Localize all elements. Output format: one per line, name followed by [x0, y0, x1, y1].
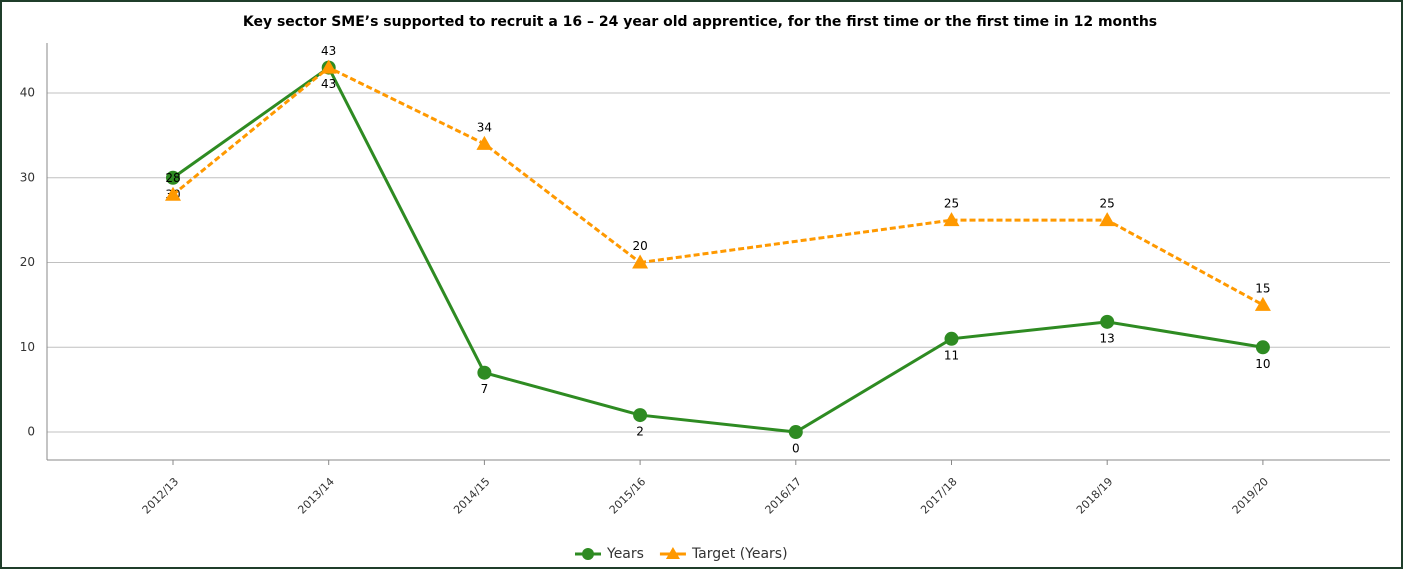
legend-marker: [582, 548, 594, 560]
marker: [1255, 340, 1270, 355]
marker: [1099, 212, 1116, 227]
marker: [320, 59, 337, 74]
data-label: 34: [477, 120, 492, 134]
marker: [633, 408, 648, 423]
legend-label: Target (Years): [691, 546, 788, 562]
data-label: 11: [944, 348, 959, 362]
gap-bridge: [639, 218, 952, 265]
data-label: 2: [636, 425, 644, 439]
data-label: 20: [632, 239, 647, 253]
marker: [1100, 314, 1115, 329]
data-label: 25: [944, 197, 959, 211]
data-label: 0: [792, 442, 800, 456]
marker: [632, 254, 649, 269]
y-tick-label: 20: [20, 255, 35, 269]
y-tick-label: 0: [27, 425, 35, 439]
chart-title: Key sector SME’s supported to recruit a …: [243, 14, 1157, 30]
marker: [944, 331, 959, 346]
marker: [1254, 296, 1271, 311]
marker: [166, 170, 180, 185]
y-tick-label: 10: [20, 340, 35, 354]
data-label: 43: [321, 44, 336, 58]
marker: [165, 186, 181, 201]
marker: [788, 425, 803, 440]
legend-label: Years: [606, 546, 644, 562]
data-label: 10: [1255, 357, 1270, 371]
data-label: 43: [321, 77, 336, 91]
data-label: 25: [1100, 197, 1115, 211]
y-tick-label: 30: [20, 170, 35, 184]
y-tick-label: 40: [20, 86, 35, 100]
marker: [476, 135, 493, 150]
data-label: 15: [1255, 281, 1270, 295]
legend-marker: [665, 547, 680, 559]
data-label: 28: [165, 171, 180, 185]
marker: [477, 365, 492, 380]
data-label: 7: [481, 382, 489, 396]
series-line: [172, 65, 1264, 434]
data-label: 13: [1100, 331, 1115, 345]
marker: [943, 212, 960, 227]
